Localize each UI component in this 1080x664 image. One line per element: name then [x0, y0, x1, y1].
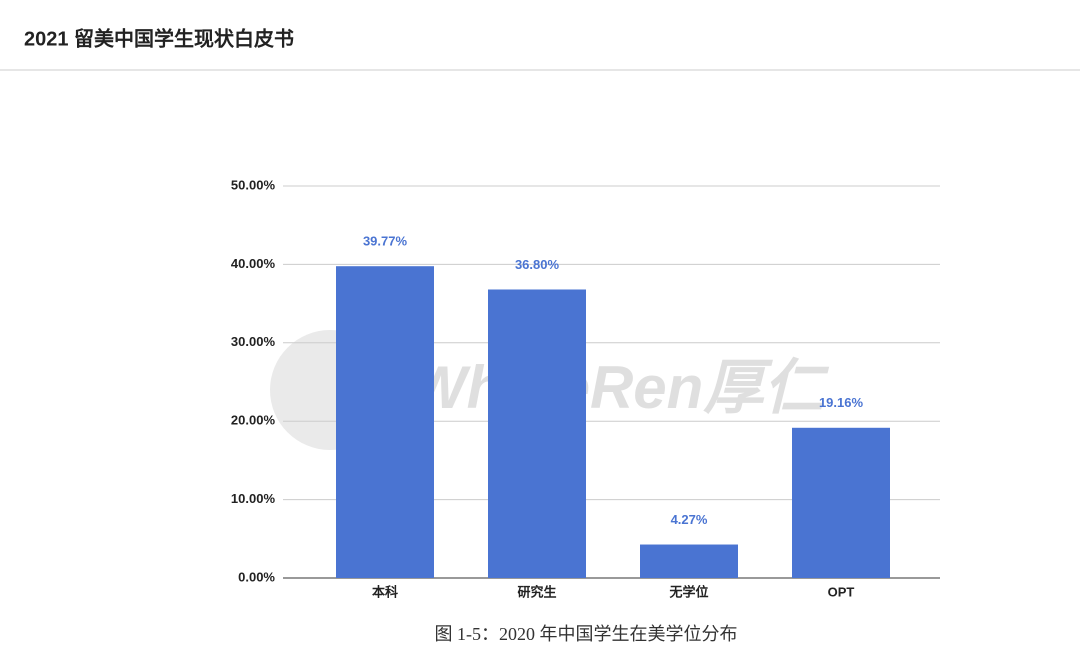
value-label: 39.77%	[363, 234, 408, 249]
y-tick-label: 30.00%	[231, 334, 276, 349]
page-title: 2021 留美中国学生现状白皮书	[24, 26, 294, 50]
x-tick-label: OPT	[828, 584, 855, 599]
watermark: WholeRen厚仁	[410, 354, 829, 421]
value-label: 4.27%	[671, 512, 708, 527]
y-tick-label: 10.00%	[231, 491, 276, 506]
x-tick-label: 本科	[372, 584, 398, 599]
bar	[640, 544, 738, 578]
caption: 图 1-5：2020 年中国学生在美学位分布	[435, 624, 738, 644]
x-tick-label: 无学位	[668, 584, 708, 599]
y-tick-label: 50.00%	[231, 177, 276, 192]
bar	[792, 427, 890, 578]
y-tick-label: 20.00%	[231, 413, 276, 428]
y-tick-label: 40.00%	[231, 256, 276, 271]
bar	[336, 266, 434, 578]
value-label: 19.16%	[819, 395, 864, 410]
value-label: 36.80%	[515, 257, 560, 272]
y-tick-label: 0.00%	[238, 569, 275, 584]
bar	[488, 289, 586, 578]
x-tick-label: 研究生	[517, 584, 556, 599]
